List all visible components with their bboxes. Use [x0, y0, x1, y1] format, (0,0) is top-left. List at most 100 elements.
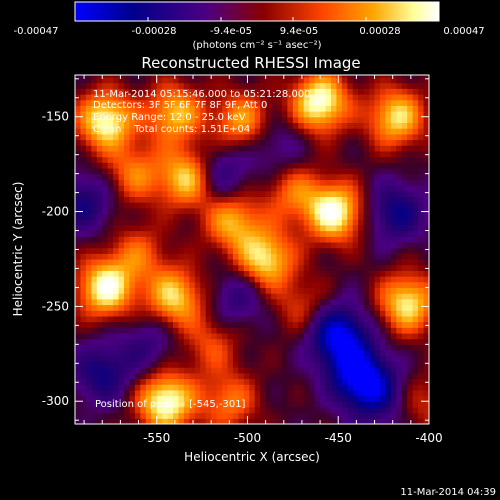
heatmap-cell — [401, 372, 408, 380]
heatmap-cell — [314, 350, 321, 357]
heatmap-cell — [107, 378, 114, 385]
heatmap-cell — [200, 99, 207, 106]
heatmap-cell — [156, 247, 163, 254]
heatmap-cell — [156, 111, 163, 118]
heatmap-cell — [401, 179, 408, 186]
heatmap-cell — [396, 116, 403, 124]
heatmap-cell — [183, 298, 190, 306]
heatmap-cell — [423, 93, 429, 101]
heatmap-cell — [292, 344, 299, 351]
heatmap-cell — [211, 219, 218, 226]
heatmap-cell — [91, 384, 98, 391]
heatmap-cell — [314, 247, 321, 254]
heatmap-cell — [222, 293, 229, 300]
heatmap-cell — [129, 128, 136, 135]
heatmap-cell — [205, 310, 212, 317]
heatmap-cell — [211, 150, 218, 158]
heatmap-cell — [75, 202, 82, 209]
heatmap-cell — [156, 190, 163, 197]
heatmap-cell — [216, 76, 223, 84]
heatmap-cell — [347, 213, 354, 220]
heatmap-cell — [320, 264, 327, 271]
heatmap-cell — [352, 202, 359, 209]
heatmap-cell — [91, 116, 98, 124]
heatmap-cell — [407, 327, 414, 334]
heatmap-cell — [118, 190, 125, 197]
heatmap-cell — [96, 378, 103, 385]
heatmap-cell — [363, 241, 370, 249]
heatmap-cell — [298, 276, 305, 283]
heatmap-cell — [347, 150, 354, 158]
heatmap-cell — [211, 406, 218, 414]
heatmap-cell — [341, 401, 348, 408]
heatmap-cell — [145, 82, 152, 89]
heatmap-cell — [216, 384, 223, 391]
heatmap-cell — [292, 133, 299, 141]
heatmap-cell — [249, 111, 256, 118]
heatmap-cell — [85, 162, 92, 169]
heatmap-cell — [363, 145, 370, 152]
heatmap-cell — [113, 310, 120, 317]
heatmap-cell — [271, 310, 278, 317]
heatmap-cell — [140, 384, 147, 391]
heatmap-cell — [276, 224, 283, 232]
heatmap-cell — [423, 150, 429, 158]
heatmap-cell — [369, 287, 376, 294]
heatmap-cell — [385, 224, 392, 232]
heatmap-cell — [320, 361, 327, 368]
heatmap-cell — [194, 389, 201, 397]
heatmap-cell — [140, 202, 147, 209]
heatmap-cell — [107, 88, 114, 95]
heatmap-cell — [407, 145, 414, 152]
heatmap-cell — [396, 133, 403, 141]
heatmap-cell — [292, 321, 299, 328]
heatmap-cell — [205, 418, 212, 424]
heatmap-cell — [238, 76, 245, 84]
heatmap-cell — [238, 93, 245, 101]
heatmap-cell — [140, 230, 147, 237]
heatmap-cell — [156, 224, 163, 232]
heatmap-cell — [194, 378, 201, 385]
heatmap-cell — [260, 122, 267, 129]
heatmap-cell — [320, 111, 327, 118]
heatmap-cell — [423, 207, 429, 215]
heatmap-cell — [249, 150, 256, 158]
heatmap-cell — [200, 344, 207, 351]
x-tick-label: -550 — [143, 431, 170, 445]
heatmap-cell — [271, 173, 278, 180]
heatmap-cell — [80, 418, 87, 424]
heatmap-cell — [407, 372, 414, 380]
heatmap-cell — [102, 372, 109, 380]
heatmap-cell — [314, 298, 321, 306]
heatmap-cell — [151, 270, 158, 277]
heatmap-cell — [347, 367, 354, 374]
heatmap-cell — [151, 116, 158, 124]
heatmap-cell — [287, 361, 294, 368]
heatmap-cell — [303, 75, 310, 78]
heatmap-cell — [189, 241, 196, 249]
heatmap-cell — [140, 224, 147, 232]
heatmap-cell — [151, 185, 158, 192]
heatmap-cell — [194, 241, 201, 249]
heatmap-cell — [374, 315, 381, 323]
heatmap-cell — [330, 224, 338, 232]
heatmap-cell — [385, 150, 392, 158]
heatmap-cell — [80, 162, 87, 169]
heatmap-cell — [260, 196, 267, 203]
heatmap-cell — [173, 236, 180, 243]
heatmap-cell — [309, 196, 316, 203]
heatmap-cell — [423, 162, 429, 169]
heatmap-cell — [129, 207, 136, 215]
heatmap-cell — [167, 298, 174, 306]
heatmap-cell — [211, 133, 218, 141]
heatmap-cell — [222, 82, 229, 89]
heatmap-cell — [238, 276, 245, 283]
heatmap-cell — [265, 327, 272, 334]
heatmap-cell — [314, 389, 321, 397]
heatmap-cell — [140, 338, 147, 345]
heatmap-cell — [129, 293, 136, 300]
heatmap-cell — [336, 82, 343, 89]
heatmap-cell — [232, 88, 239, 95]
heatmap-cell — [271, 372, 278, 380]
heatmap-cell — [309, 253, 316, 260]
